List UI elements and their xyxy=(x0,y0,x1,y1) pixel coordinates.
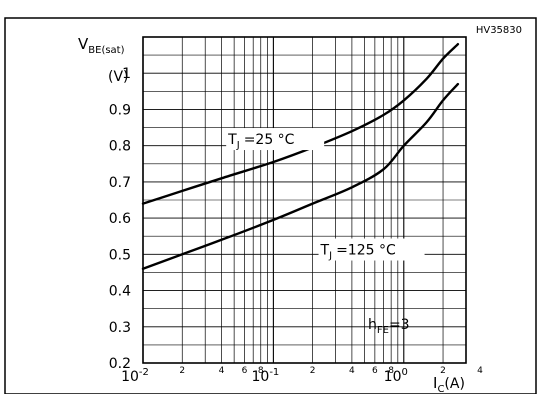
y-axis-unit: (V) xyxy=(108,69,129,85)
x-minor-label: 4 xyxy=(219,366,225,376)
annotation-main: h xyxy=(368,317,377,333)
x-decade-label: 100 xyxy=(384,367,408,385)
y-tick-label: 0.6 xyxy=(109,211,131,227)
series-label-backing xyxy=(318,238,425,261)
curves xyxy=(141,43,460,270)
series-125c-label: TJ =125 °C xyxy=(320,243,396,262)
annotation-sub: FE xyxy=(377,325,389,336)
x-minor-label: 6 xyxy=(372,366,378,376)
x-minor-label: 8 xyxy=(258,366,264,376)
figure-frame xyxy=(4,17,537,394)
annotation-rest: =3 xyxy=(389,317,410,333)
y-tick-label: 0.4 xyxy=(109,284,131,300)
series-25c-line xyxy=(141,43,460,205)
y-tick-label: 0.5 xyxy=(109,247,131,263)
x-decade-label: 10-2 xyxy=(121,367,149,385)
x-minor-label: 8 xyxy=(388,366,394,376)
x-minor-label: 2 xyxy=(310,366,316,376)
series-label-backing xyxy=(226,128,325,151)
annotation-hfe: hFE=3 xyxy=(368,317,410,336)
x-minor-label: 6 xyxy=(242,366,248,376)
x-minor-label: 4 xyxy=(477,366,483,376)
y-tick-label: 0.3 xyxy=(109,320,131,336)
plot-frame xyxy=(142,36,467,364)
y-tick-label: 0.7 xyxy=(109,175,131,191)
x-axis-label-unit: (A) xyxy=(444,376,465,392)
y-axis-label-sub: BE(sat) xyxy=(88,45,124,56)
series-125c-line xyxy=(141,82,460,270)
x-axis-label: IC(A) xyxy=(433,374,465,394)
x-minor-label: 2 xyxy=(179,366,185,376)
x-axis-label-main: I xyxy=(433,374,437,392)
figure-code: HV35830 xyxy=(476,25,522,36)
y-axis-label: VBE(sat) xyxy=(78,35,125,56)
x-minor-label: 2 xyxy=(440,366,446,376)
y-tick-label: 0.9 xyxy=(109,102,131,118)
series-25c-label: TJ =25 °C xyxy=(227,132,295,151)
y-tick-label: 0.8 xyxy=(109,139,131,155)
y-tick-label: 0.2 xyxy=(109,356,131,372)
x-minor-label: 4 xyxy=(349,366,355,376)
y-tick-label: 1 xyxy=(122,66,131,82)
x-decade-label: 10-1 xyxy=(251,367,279,385)
x-axis-label-sub: C xyxy=(437,384,444,394)
y-axis-label-main: V xyxy=(78,35,89,53)
